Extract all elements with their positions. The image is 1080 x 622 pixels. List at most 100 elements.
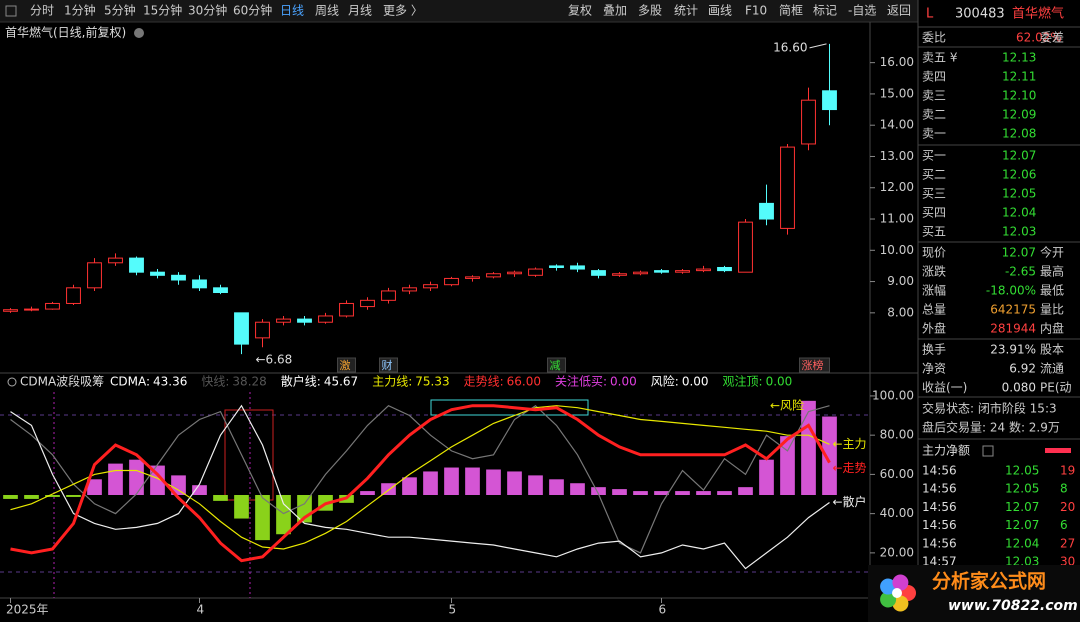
bid-price: 12.04 [1002, 206, 1036, 220]
tick-time: 14:56 [922, 464, 957, 478]
y-tick-label: 60.00 [880, 467, 914, 481]
histogram-bar [402, 477, 417, 495]
histogram-bar [822, 416, 837, 495]
toolbar-item[interactable]: 15分钟 [143, 3, 182, 18]
label: 首华燃气 [1012, 6, 1064, 22]
candle-body [717, 266, 732, 272]
toolbar-item[interactable]: 30分钟 [188, 3, 227, 18]
quote-label: 股本 [1040, 343, 1064, 357]
toolbar-icon[interactable] [5, 5, 17, 17]
tick-time: 14:56 [922, 482, 957, 496]
signal-box [430, 399, 589, 416]
quote-label: 量比 [1040, 303, 1064, 317]
indicator-line [10, 404, 830, 554]
legend-name: 散户线: [281, 374, 321, 389]
tick-price: 12.07 [1005, 500, 1039, 514]
legend-value: 0.00 [682, 375, 709, 389]
toolbar-item[interactable]: 更多 〉 [383, 4, 423, 18]
tick-volume: 19 [1060, 464, 1075, 478]
logo-petal [880, 578, 897, 595]
low-annotation: ←6.68 [256, 353, 293, 367]
quote-label: 最低 [1040, 284, 1064, 298]
label: 62.02% [1016, 31, 1062, 45]
toolbar-button[interactable]: 返回 [887, 4, 911, 18]
ask-price: 12.11 [1002, 70, 1036, 84]
line-end-label: ←主力 [833, 437, 867, 451]
event-label: 减 [550, 359, 561, 372]
label: 委比 [922, 31, 946, 45]
ask-label: 卖四 [922, 70, 946, 84]
bid-label: 买一 [922, 149, 946, 163]
histogram-bar [717, 491, 732, 495]
quote-label: PE(动 [1040, 381, 1072, 395]
toolbar-item[interactable]: 分时 [30, 4, 54, 18]
ask-label: 卖三 [922, 89, 946, 103]
toolbar-button[interactable]: 复权 [568, 4, 592, 18]
toolbar-item[interactable]: 5分钟 [104, 3, 136, 18]
x-tick-label: 4 [197, 603, 205, 617]
indicator-icon[interactable] [7, 377, 17, 387]
histogram-bar [528, 475, 543, 495]
toolbar-button[interactable]: 叠加 [603, 4, 627, 18]
histogram-bar [507, 471, 522, 495]
logo-title: 分析家公式网 [932, 570, 1046, 593]
toolbar-button[interactable]: 简框 [779, 4, 803, 18]
candle-body [171, 274, 186, 281]
legend-value: 0.00 [610, 375, 637, 389]
histogram-bar [444, 467, 459, 495]
toolbar-button[interactable]: F10 [745, 4, 767, 18]
candle-body [612, 273, 627, 276]
flow-bar [1045, 448, 1071, 453]
bid-price: 12.03 [1002, 225, 1036, 239]
toolbar-button[interactable]: -自选 [848, 4, 876, 18]
candle-body [87, 262, 102, 289]
histogram-bar [780, 436, 795, 495]
tick-time: 14:56 [922, 536, 957, 550]
y-tick-label: 10.00 [880, 243, 914, 257]
toolbar-item[interactable]: 月线 [348, 4, 372, 18]
candle-body [696, 268, 711, 272]
tick-time: 14:56 [922, 518, 957, 532]
quote-label: 涨幅 [922, 283, 946, 298]
title-icon[interactable] [134, 28, 144, 38]
flow-icon[interactable] [982, 445, 994, 457]
histogram-bar [696, 491, 711, 495]
x-tick-label: 2025年 [6, 603, 49, 617]
event-badge [547, 357, 566, 373]
tick-volume: 8 [1060, 482, 1068, 496]
status-text: 交易状态: 闭市阶段 15:3 [922, 401, 1057, 416]
legend-value: 0.00 [766, 375, 793, 389]
toolbar-item[interactable]: 1分钟 [64, 3, 96, 18]
candle-body [738, 221, 753, 273]
toolbar-button[interactable]: 画线 [708, 4, 732, 18]
quote-value: 0.080 [1002, 381, 1036, 395]
event-label: 激 [340, 358, 351, 372]
legend-name: 快线: [201, 375, 229, 389]
histogram-bar [45, 495, 60, 497]
toolbar-button[interactable]: 统计 [674, 4, 698, 18]
candle-body [213, 287, 228, 294]
y-tick-label: 8.00 [887, 305, 914, 319]
annotation-arrow [809, 43, 827, 49]
label: 委差 [1040, 31, 1064, 45]
histogram-bar [675, 491, 690, 495]
candle-body [528, 268, 543, 276]
event-badge [337, 357, 356, 373]
histogram-bar [759, 459, 774, 495]
toolbar-item[interactable]: 周线 [315, 4, 339, 18]
candle-body [234, 312, 249, 345]
toolbar-button[interactable]: 标记 [813, 4, 837, 18]
histogram-bar [612, 489, 627, 495]
bid-price: 12.05 [1002, 187, 1036, 201]
candle-body [654, 270, 669, 273]
toolbar-item[interactable]: 日线 [280, 4, 304, 18]
y-tick-label: 100.00 [872, 388, 914, 402]
status-text: 盘后交易量: 24 数: 2.9万 [922, 420, 1060, 435]
bid-label: 买三 [922, 187, 946, 201]
toolbar-item[interactable]: 60分钟 [233, 3, 272, 18]
toolbar-button[interactable]: 多股 [638, 4, 662, 18]
high-annotation: 16.60 [773, 40, 807, 54]
y-tick-label: 14.00 [880, 118, 914, 132]
